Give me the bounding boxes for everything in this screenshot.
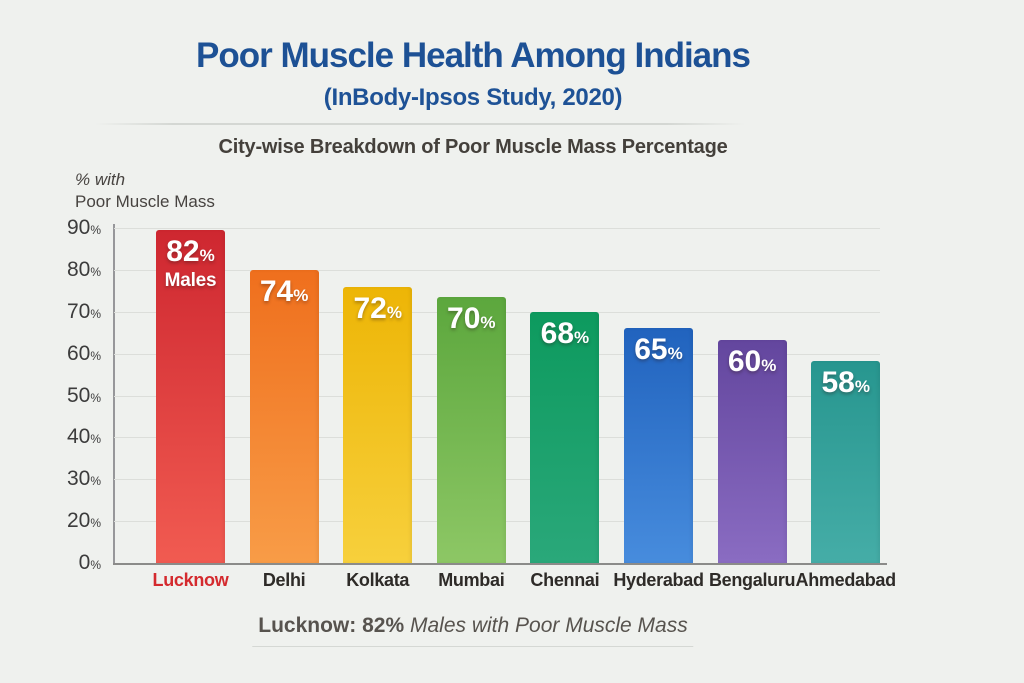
bar-hyderabad: 65% bbox=[624, 328, 693, 563]
percent-sign: % bbox=[293, 285, 309, 305]
footer-caption-italic: Males with Poor Muscle Mass bbox=[404, 614, 688, 637]
y-tick-label: 20% bbox=[66, 509, 101, 533]
bar-ahmedabad: 58% bbox=[811, 361, 881, 563]
page-title: Poor Muscle Health Among Indians bbox=[196, 36, 751, 75]
percent-sign: % bbox=[199, 245, 215, 265]
percent-sign: % bbox=[480, 313, 496, 333]
percent-sign: % bbox=[854, 377, 870, 396]
y-axis-line bbox=[113, 224, 115, 563]
bar-value-label: 74% bbox=[259, 274, 309, 308]
bar-value-label: 58% bbox=[821, 366, 870, 399]
chart-title: City-wise Breakdown of Poor Muscle Mass … bbox=[218, 136, 728, 158]
bar-bengaluru: 60% bbox=[717, 339, 787, 563]
y-tick-label: 30% bbox=[66, 467, 101, 491]
y-tick-label: 40% bbox=[66, 425, 101, 449]
x-label-lucknow: Lucknow bbox=[152, 570, 229, 590]
bar-value-label: 68% bbox=[540, 317, 590, 351]
y-tick-label: 70% bbox=[66, 299, 101, 323]
x-label-chennai: Chennai bbox=[530, 570, 600, 590]
x-label-ahmedabad: Ahmedabad bbox=[795, 570, 897, 590]
percent-sign: % bbox=[386, 302, 402, 322]
x-label-hyderabad: Hyderabad bbox=[613, 570, 704, 590]
x-label-mumbai: Mumbai bbox=[438, 570, 505, 590]
y-axis-unit-label: % with Poor Muscle Mass bbox=[75, 169, 215, 213]
percent-sign: % bbox=[90, 348, 101, 363]
plot-area: 90% 80% 70% 60% 50% 40% 30% 20% 0% 82% Males 74% 72%… bbox=[67, 217, 893, 573]
percent-sign: % bbox=[90, 516, 101, 531]
percent-sign: % bbox=[90, 474, 101, 489]
y-axis-unit-line2: Poor Muscle Mass bbox=[75, 192, 215, 212]
footer-caption: Lucknow: 82% Males with Poor Muscle Mass bbox=[252, 614, 694, 647]
header-divider bbox=[95, 123, 745, 125]
y-axis-unit-line1: % with bbox=[75, 170, 126, 189]
y-tick-label: 80% bbox=[66, 257, 101, 281]
y-tick-label: 60% bbox=[66, 341, 101, 365]
percent-sign: % bbox=[90, 558, 101, 572]
bar-value-label: 72% bbox=[353, 291, 402, 325]
bar-chennai: 68% bbox=[530, 312, 600, 563]
x-label-bengaluru: Bengaluru bbox=[708, 570, 796, 590]
gridline bbox=[114, 269, 880, 271]
bar-kolkata: 72% bbox=[343, 286, 413, 563]
percent-sign: % bbox=[90, 306, 101, 321]
x-axis-line bbox=[113, 563, 887, 565]
bar-delhi: 74% bbox=[249, 269, 319, 563]
x-label-kolkata: Kolkata bbox=[346, 570, 410, 590]
percent-sign: % bbox=[90, 223, 101, 237]
gridline bbox=[114, 228, 880, 229]
x-label-delhi: Delhi bbox=[262, 570, 306, 590]
bar-mumbai: 70% bbox=[436, 297, 506, 563]
bar-lucknow: 82% Males bbox=[156, 229, 225, 563]
footer-caption-lead: Lucknow: 82% bbox=[258, 614, 405, 637]
bar-value-label: 60% bbox=[727, 344, 777, 378]
bar-value-label: 65% bbox=[634, 333, 683, 367]
y-tick-label: 50% bbox=[66, 383, 101, 407]
y-tick-label: 0% bbox=[78, 551, 101, 574]
percent-sign: % bbox=[90, 432, 101, 447]
y-tick-label: 90% bbox=[66, 216, 101, 239]
bar-sublabel: Males bbox=[164, 269, 217, 291]
percent-sign: % bbox=[90, 264, 101, 279]
percent-sign: % bbox=[761, 355, 777, 375]
percent-sign: % bbox=[90, 390, 101, 405]
bar-value-label: 70% bbox=[447, 302, 496, 336]
page-subtitle: (InBody-Ipsos Study, 2020) bbox=[323, 84, 623, 111]
percent-sign: % bbox=[667, 344, 683, 364]
percent-sign: % bbox=[574, 328, 590, 348]
bar-value-label: 82% Males bbox=[156, 236, 225, 291]
